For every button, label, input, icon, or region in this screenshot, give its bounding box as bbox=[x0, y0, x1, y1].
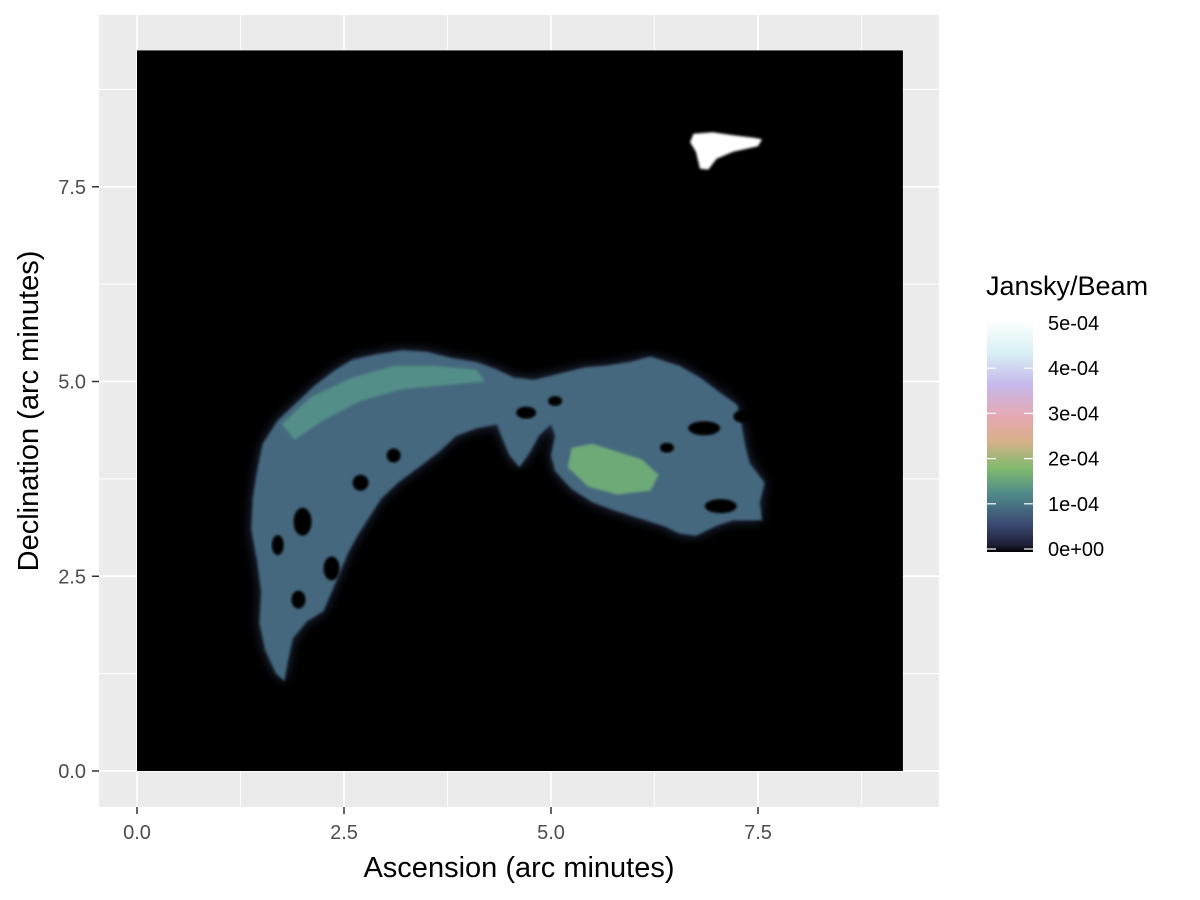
legend-label: 1e-04 bbox=[1048, 494, 1099, 516]
region-gap bbox=[271, 535, 284, 556]
legend-label: 3e-04 bbox=[1048, 403, 1099, 425]
region-gap bbox=[659, 442, 674, 453]
legend-title: Jansky/Beam bbox=[986, 271, 1148, 301]
region-gap bbox=[516, 406, 537, 419]
y-tick-label: 5.0 bbox=[58, 372, 86, 394]
y-tick-label: 2.5 bbox=[58, 566, 86, 588]
y-axis: 0.0 2.5 5.0 7.5 bbox=[58, 177, 99, 783]
legend-label: 4e-04 bbox=[1048, 358, 1099, 380]
colorbar bbox=[987, 320, 1033, 552]
region-gap bbox=[293, 507, 312, 536]
emission-regions bbox=[251, 132, 765, 682]
region-gap bbox=[548, 395, 563, 406]
region-gap bbox=[688, 421, 721, 436]
region-gap bbox=[733, 410, 750, 423]
x-axis: 0.0 2.5 5.0 7.5 bbox=[123, 807, 772, 844]
heatmap bbox=[137, 50, 903, 772]
region-upper-right-compact-source bbox=[690, 132, 763, 170]
legend-label: 5e-04 bbox=[1048, 313, 1099, 335]
y-axis-title: Declination (arc minutes) bbox=[13, 251, 45, 572]
legend: Jansky/Beam 0e+00 1e-04 2e-04 3e-04 4e-04 5e-… bbox=[986, 271, 1148, 561]
region-gap bbox=[309, 646, 322, 663]
region-gap bbox=[291, 590, 306, 609]
y-tick-label: 0.0 bbox=[58, 761, 86, 783]
region-gap bbox=[329, 613, 342, 632]
legend-label: 0e+00 bbox=[1048, 539, 1104, 561]
y-tick-label: 7.5 bbox=[58, 177, 86, 199]
legend-label: 2e-04 bbox=[1048, 449, 1099, 471]
region-gap bbox=[352, 474, 369, 491]
x-tick-label: 7.5 bbox=[744, 822, 772, 844]
region-bright-knot-upper-arc bbox=[281, 365, 485, 440]
x-tick-label: 2.5 bbox=[330, 822, 358, 844]
legend-ticks: 0e+00 1e-04 2e-04 3e-04 4e-04 5e-04 bbox=[987, 313, 1104, 561]
region-gap bbox=[323, 556, 340, 581]
region-gap bbox=[386, 448, 401, 463]
region-bright-knot-west-lobe bbox=[567, 443, 659, 495]
region-arc-and-extended-emission bbox=[251, 350, 765, 682]
x-tick-label: 5.0 bbox=[537, 822, 565, 844]
x-axis-title: Ascension (arc minutes) bbox=[363, 852, 674, 884]
x-tick-label: 0.0 bbox=[123, 822, 151, 844]
region-gap bbox=[704, 499, 737, 514]
